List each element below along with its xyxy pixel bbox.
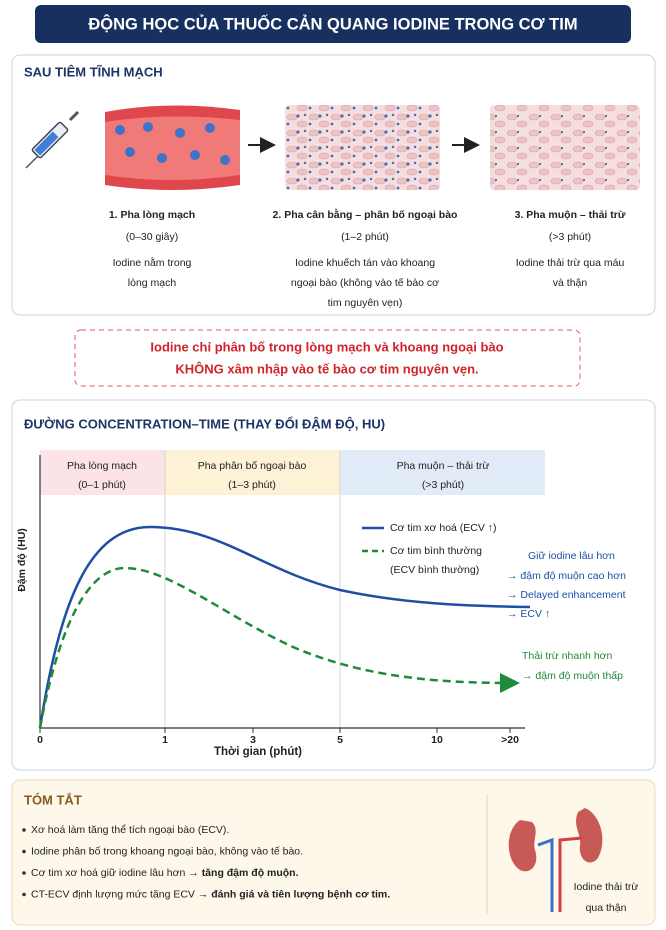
annotation: → Delayed enhancement xyxy=(507,589,626,601)
phase-band xyxy=(40,450,165,495)
phase-desc: và thận xyxy=(553,277,588,289)
illustration-circle xyxy=(157,153,167,163)
vessel xyxy=(105,105,240,190)
bullets: Xơ hoá làm tăng thể tích ngoại bào (ECV)… xyxy=(22,824,390,900)
bullet: Iodine phân bố trong khoang ngoại bào, k… xyxy=(31,845,303,857)
illustration-rect xyxy=(34,131,59,156)
phase-desc: Iodine khuếch tán vào khoang xyxy=(295,257,435,269)
legend-label: Cơ tim bình thường xyxy=(390,545,482,557)
bullet: Cơ tim xơ hoá giữ iodine lâu hơn → tăng … xyxy=(31,867,299,879)
illustration-circle xyxy=(115,125,125,135)
title-banner xyxy=(35,5,631,43)
section-title: SAU TIÊM TĨNH MẠCH xyxy=(24,64,163,79)
bullet-emphasis: đánh giá và tiên lượng bệnh cơ tim. xyxy=(211,888,390,900)
bullet-dot xyxy=(22,871,26,875)
illustration-path xyxy=(508,820,537,872)
illustration-line xyxy=(68,110,80,122)
illustration-circle xyxy=(143,122,153,132)
phase-band xyxy=(165,450,340,495)
bullet: Xơ hoá làm tăng thể tích ngoại bào (ECV)… xyxy=(31,824,229,836)
phase-text: 1. Pha lòng mạch (0–30 giây) Iodine nằm … xyxy=(109,208,626,309)
kidney-caption: qua thận xyxy=(586,902,627,914)
syringe xyxy=(25,110,80,169)
band-name: Pha muộn – thải trừ xyxy=(397,460,490,472)
bullet-text: Xơ hoá làm tăng thể tích ngoại bào (ECV)… xyxy=(31,824,229,836)
illustration-circle xyxy=(125,147,135,157)
phase-name: 3. Pha muộn – thải trừ xyxy=(515,209,626,221)
band-name: Pha phân bố ngoại bào xyxy=(198,460,307,472)
x-tick-label: 0 xyxy=(37,734,43,746)
illustration-path xyxy=(105,116,240,180)
x-tick-label: 1 xyxy=(162,734,168,746)
page-title: ĐỘNG HỌC CỦA THUỐC CẢN QUANG IODINE TRON… xyxy=(88,13,577,33)
x-ticks: 0 1 3 5 10 >20 xyxy=(37,728,519,746)
summary-title: TÓM TẮT xyxy=(24,792,82,807)
legend-label: Cơ tim xơ hoá (ECV ↑) xyxy=(390,522,497,534)
bullet-text: CT-ECV định lượng mức tăng ECV → xyxy=(31,888,211,900)
band-time: (>3 phút) xyxy=(422,479,464,491)
annotation: → đậm độ muộn thấp xyxy=(522,670,623,682)
annotation: Giữ iodine lâu hơn xyxy=(528,550,615,562)
illustration-path xyxy=(558,836,583,912)
phase-band xyxy=(340,450,545,495)
illustration-circle xyxy=(205,123,215,133)
illustration-path xyxy=(537,837,554,912)
phase-desc: lòng mạch xyxy=(128,277,177,289)
annotation: → ECV ↑ xyxy=(507,608,550,620)
annotation: Thải trừ nhanh hơn xyxy=(522,650,613,662)
bullet-dot xyxy=(22,849,26,854)
phase-time: (>3 phút) xyxy=(549,231,591,243)
illustration-path xyxy=(576,808,603,863)
warning-line: Iodine chỉ phân bố trong lòng mạch và kh… xyxy=(150,339,503,354)
illustration-line xyxy=(25,155,39,169)
tissue xyxy=(490,105,640,190)
bullet: CT-ECV định lượng mức tăng ECV → đánh gi… xyxy=(31,888,390,900)
phase-time: (1–2 phút) xyxy=(341,231,389,243)
x-tick-label: 3 xyxy=(250,734,256,746)
band-time: (0–1 phút) xyxy=(78,479,126,491)
annotation: → đậm độ muộn cao hơn xyxy=(507,570,626,582)
phase-name: 2. Pha cân bằng – phân bố ngoại bào xyxy=(273,208,458,221)
kidney-caption: Iodine thải trừ xyxy=(574,881,639,893)
bullet-emphasis: tăng đậm độ muộn. xyxy=(202,867,299,879)
phase-name: 1. Pha lòng mạch xyxy=(109,209,195,221)
illustration-circle xyxy=(175,128,185,138)
x-tick-label: 10 xyxy=(431,734,443,746)
summary-panel xyxy=(11,779,656,926)
phase-desc: ngoại bào (không vào tế bào cơ xyxy=(291,277,439,289)
y-axis-label: Đậm độ (HU) xyxy=(16,528,28,592)
band-time: (1–3 phút) xyxy=(228,479,276,491)
x-tick-label: >20 xyxy=(501,734,519,746)
illustration-circle xyxy=(190,150,200,160)
band-name: Pha lòng mạch xyxy=(67,460,137,472)
x-tick-label: 5 xyxy=(337,734,343,746)
phase-desc: Iodine nằm trong xyxy=(113,256,192,269)
fibrosis-curve xyxy=(38,525,531,729)
bullet-text: Cơ tim xơ hoá giữ iodine lâu hơn → xyxy=(31,867,202,879)
section-title: ĐƯỜNG CONCENTRATION–TIME (THAY ĐỔI ĐẬM Đ… xyxy=(24,416,385,431)
phase-desc: Iodine thải trừ qua máu xyxy=(516,257,625,269)
x-axis-label: Thời gian (phút) xyxy=(214,746,302,758)
phase-desc: tim nguyên vẹn) xyxy=(328,297,403,309)
warning-box xyxy=(74,329,581,387)
illustration-circle xyxy=(220,155,230,165)
tissue xyxy=(285,105,440,190)
kidney xyxy=(508,808,603,912)
bullet-text: Iodine phân bố trong khoang ngoại bào, k… xyxy=(31,845,303,857)
normal-curve xyxy=(38,566,520,729)
phase-time: (0–30 giây) xyxy=(126,231,179,243)
warning-line: KHÔNG xâm nhập vào tế bào cơ tim nguyên … xyxy=(175,361,478,376)
legend-note: (ECV bình thường) xyxy=(390,564,479,576)
bullet-dot xyxy=(22,828,26,832)
bullet-dot xyxy=(22,892,26,897)
